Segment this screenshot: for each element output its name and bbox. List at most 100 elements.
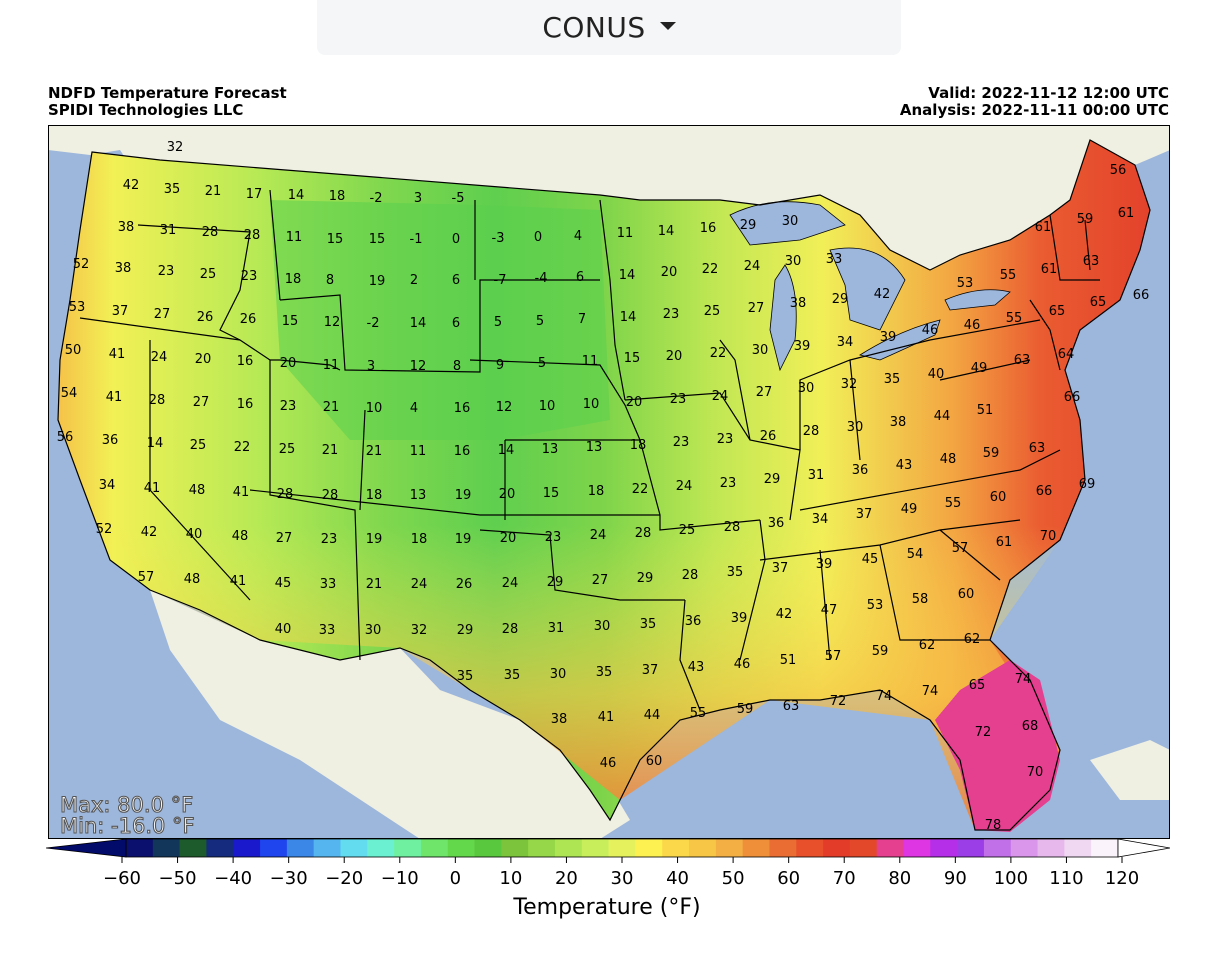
colorbar-cell [367, 839, 395, 857]
colorbar-cell [233, 839, 261, 857]
station-value: 35 [504, 668, 521, 683]
station-value: 41 [233, 485, 250, 500]
station-value: 14 [147, 436, 164, 451]
station-value: 11 [582, 354, 599, 369]
station-value: 28 [277, 487, 294, 502]
station-value: 35 [164, 182, 181, 197]
station-value: 65 [1090, 295, 1107, 310]
station-value: 66 [1133, 288, 1150, 303]
station-value: 48 [184, 572, 201, 587]
station-value: 19 [455, 532, 472, 547]
station-value: 33 [826, 252, 843, 267]
station-value: 69 [1079, 477, 1096, 492]
station-value: 30 [365, 623, 382, 638]
colorbar-tick-label: −20 [325, 868, 363, 889]
station-value: 35 [457, 669, 474, 684]
region-dropdown[interactable]: CONUS [317, 0, 901, 55]
station-value: 38 [115, 261, 132, 276]
colorbar-tick-label: 90 [944, 868, 967, 889]
station-value: 61 [1035, 220, 1052, 235]
min-temp-label: Min: -16.0 °F [60, 814, 195, 838]
map-subtitle: SPIDI Technologies LLC [48, 101, 244, 119]
colorbar-ticks: −60 −50 −40 −30 −20 −10 0 10 20 30 40 50 60 70 80 90 100… [103, 857, 1139, 889]
station-value: 39 [731, 611, 748, 626]
colorbar-tick-label: −30 [270, 868, 308, 889]
rockies-cool-zone [270, 200, 610, 440]
station-value: 27 [276, 531, 293, 546]
station-value: 30 [785, 254, 802, 269]
station-value: 19 [369, 274, 386, 289]
station-value: 62 [919, 638, 936, 653]
colorbar-cell [635, 839, 663, 857]
station-value: 23 [321, 532, 338, 547]
station-value: 24 [590, 528, 607, 543]
station-value: 32 [411, 623, 428, 638]
colorbar-cell [608, 839, 636, 857]
colorbar-cell [1064, 839, 1092, 857]
station-value: 21 [322, 443, 339, 458]
station-value: 59 [983, 446, 1000, 461]
station-value: 49 [971, 361, 988, 376]
station-value: 18 [366, 488, 383, 503]
colorbar-cell [474, 839, 502, 857]
station-value: 21 [366, 444, 383, 459]
station-value: 25 [190, 438, 207, 453]
station-value: 53 [69, 300, 86, 315]
station-value: 72 [830, 694, 847, 709]
station-value: 59 [737, 702, 754, 717]
station-value: 43 [688, 660, 705, 675]
station-value: 36 [102, 433, 119, 448]
colorbar-cell [1091, 839, 1119, 857]
station-value: 78 [985, 818, 1002, 833]
colorbar-cell [957, 839, 985, 857]
bahamas-land [1090, 740, 1170, 800]
colorbar-cell [126, 839, 154, 857]
colorbar-cell [1010, 839, 1039, 857]
station-value: 12 [324, 315, 341, 330]
colorbar-tick-label: 110 [1049, 868, 1083, 889]
station-value: 26 [456, 577, 473, 592]
station-value: 55 [1006, 311, 1023, 326]
colorbar-tick-label: 80 [888, 868, 911, 889]
station-value: 61 [1118, 206, 1135, 221]
station-value: 20 [666, 349, 683, 364]
lake-superior [729, 201, 846, 246]
station-value: 16 [454, 444, 471, 459]
station-value: 37 [642, 663, 659, 678]
station-value: 6 [452, 316, 460, 331]
station-value: 40 [275, 622, 292, 637]
station-value: 24 [502, 576, 519, 591]
lake-michigan [769, 264, 797, 372]
station-value: 41 [230, 574, 247, 589]
station-value: 23 [241, 269, 258, 284]
station-value: 56 [57, 430, 74, 445]
colorbar-cell [501, 839, 529, 857]
station-value: 29 [740, 218, 757, 233]
station-value: 39 [816, 557, 833, 572]
station-value: 28 [635, 526, 652, 541]
station-value: 39 [794, 339, 811, 354]
station-value: 46 [964, 318, 981, 333]
station-value: 29 [832, 292, 849, 307]
station-value: 72 [975, 725, 992, 740]
station-value: 22 [632, 482, 649, 497]
station-value: 40 [186, 527, 203, 542]
station-value: 25 [679, 523, 696, 538]
station-value: 25 [704, 304, 721, 319]
station-value: 26 [197, 310, 214, 325]
station-value: 28 [149, 393, 166, 408]
station-value: 55 [690, 706, 707, 721]
station-value: 44 [934, 409, 951, 424]
colorbar-cell [876, 839, 905, 857]
station-value: 56 [1110, 163, 1127, 178]
station-value: 20 [626, 395, 643, 410]
station-value: 37 [772, 561, 789, 576]
station-value: 33 [319, 623, 336, 638]
colorbar-cell [554, 839, 583, 857]
station-value: 5 [536, 314, 544, 329]
station-value: 26 [760, 429, 777, 444]
station-value: 74 [876, 689, 893, 704]
station-value: 15 [543, 486, 560, 501]
station-value: 60 [990, 490, 1007, 505]
station-value: 36 [768, 516, 785, 531]
